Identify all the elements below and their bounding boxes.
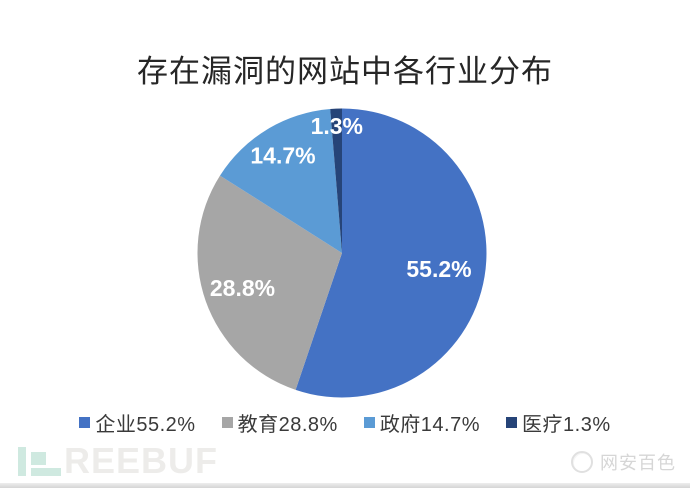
legend-swatch-icon	[221, 417, 233, 428]
legend-swatch-icon	[363, 417, 375, 428]
wechat-logo-icon	[571, 451, 593, 473]
pie-label-政府: 14.7%	[250, 142, 315, 168]
pie-slice-教育	[197, 175, 342, 390]
pie-label-医疗: 1.3%	[311, 113, 363, 139]
legend-label: 教育28.8%	[237, 414, 338, 436]
legend-swatch-icon	[79, 417, 91, 428]
pie-slice-政府	[219, 108, 342, 253]
legend-item-教育: 教育28.8%	[221, 408, 338, 437]
legend-item-企业: 企业55.2%	[79, 408, 195, 437]
legend-label: 政府14.7%	[379, 414, 481, 436]
pie-label-企业: 55.2%	[406, 256, 471, 282]
freebuf-watermark-text: REEBUF	[64, 440, 219, 481]
pie-slice-医疗	[330, 108, 342, 253]
wechat-watermark-text: 网安百色	[600, 453, 676, 473]
legend-item-医疗: 医疗1.3%	[506, 408, 611, 437]
chart-legend: 企业55.2% 教育28.8% 政府14.7% 医疗1.3%	[0, 408, 690, 437]
legend-item-政府: 政府14.7%	[363, 408, 481, 437]
pie-slice-企业	[295, 108, 487, 398]
legend-label: 企业55.2%	[95, 414, 196, 436]
freebuf-watermark: REEBUF	[18, 443, 218, 481]
wechat-watermark: 网安百色	[571, 449, 676, 475]
freebuf-logo-icon	[18, 446, 64, 479]
chart-title: 存在漏洞的网站中各行业分布	[137, 54, 553, 89]
pie-label-教育: 28.8%	[210, 275, 275, 301]
bottom-divider	[0, 483, 690, 488]
legend-label: 医疗1.3%	[522, 414, 611, 436]
legend-swatch-icon	[506, 417, 518, 428]
